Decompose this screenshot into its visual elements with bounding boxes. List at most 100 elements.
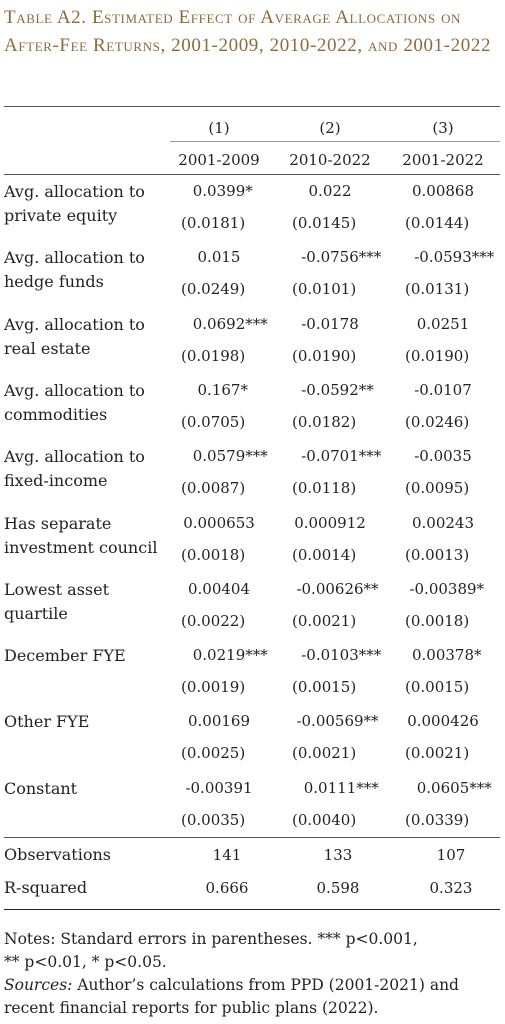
column-number: (1) xyxy=(208,119,230,137)
standard-error: (0.0198) xyxy=(181,346,246,365)
standard-error: (0.0018) xyxy=(405,611,470,630)
standard-error: (0.0025) xyxy=(181,744,246,763)
coefficient-value: 0.00169 xyxy=(187,712,251,731)
coefficient: 0.0399* xyxy=(193,180,253,202)
standard-error: (0.0246) xyxy=(405,412,470,431)
significance-stars: ** xyxy=(358,380,374,399)
row-label-line-2: hedge funds xyxy=(4,272,104,292)
standard-error: (0.0095) xyxy=(405,479,470,498)
significance-stars: * xyxy=(240,380,248,399)
standard-error: (0.0087) xyxy=(181,479,246,498)
coefficient: 0.0605*** xyxy=(417,777,492,799)
coefficient-value: -0.00389 xyxy=(409,579,477,598)
coefficient: 0.00868 xyxy=(412,180,474,202)
standard-error: (0.0101) xyxy=(292,280,357,299)
coefficient-value: 0.00404 xyxy=(187,579,251,598)
stat-value: 141 xyxy=(212,846,242,864)
coefficient-value: -0.0592 xyxy=(301,380,359,399)
coefficient: -0.0756*** xyxy=(301,246,381,268)
standard-error: (0.0021) xyxy=(292,744,357,763)
column-period: 2001-2022 xyxy=(402,151,484,169)
row-label-line-2: quartile xyxy=(4,603,68,623)
row-label: December FYE xyxy=(4,646,126,666)
coefficient-value: -0.0756 xyxy=(301,248,359,267)
standard-error: (0.0131) xyxy=(405,280,470,299)
coefficient-value: -0.0178 xyxy=(301,314,359,333)
significance-stars: ** xyxy=(363,579,379,598)
coefficient-value: 0.0605 xyxy=(416,778,470,797)
standard-error: (0.0035) xyxy=(181,810,246,829)
coefficient: 0.000653 xyxy=(183,512,255,534)
coefficient-value: 0.00868 xyxy=(411,182,475,200)
standard-error: (0.0118) xyxy=(292,479,357,498)
significance-stars: *** xyxy=(245,314,268,333)
coefficient: 0.00404 xyxy=(188,578,250,600)
coefficient: -0.0035 xyxy=(414,445,472,467)
coefficient-value: 0.000426 xyxy=(407,712,479,731)
significance-stars: * xyxy=(474,646,482,665)
significance-stars: *** xyxy=(358,646,382,665)
table-notes: Notes: Standard errors in parentheses. *… xyxy=(4,928,500,1020)
sources-text: Author’s calculations from PPD (2001-202… xyxy=(4,976,459,1017)
coefficient: 0.00378* xyxy=(412,644,482,666)
significance-stars: *** xyxy=(358,248,382,267)
stat-label: Observations xyxy=(4,845,111,864)
significance-stars: *** xyxy=(356,778,379,797)
coefficient-value: 0.022 xyxy=(308,182,352,200)
coefficient-value: -0.0593 xyxy=(414,248,472,267)
coefficient-value: 0.0692 xyxy=(192,314,246,333)
coefficient: -0.00626** xyxy=(296,578,378,600)
coefficient: 0.0219*** xyxy=(193,644,268,666)
standard-error: (0.0144) xyxy=(405,214,470,232)
coefficient: 0.022 xyxy=(309,180,352,202)
coefficient: -0.0103*** xyxy=(301,644,381,666)
column-period: 2001-2009 xyxy=(178,151,260,169)
stat-value: 0.323 xyxy=(429,879,473,897)
header-subrule xyxy=(170,141,500,142)
significance-stars: * xyxy=(476,579,485,598)
standard-error: (0.0181) xyxy=(181,214,246,232)
standard-error: (0.0021) xyxy=(292,611,357,630)
row-label: Has separate xyxy=(4,513,112,533)
coefficient-value: -0.0107 xyxy=(414,380,472,399)
sources-label: Sources: xyxy=(4,976,73,994)
coefficient: 0.000426 xyxy=(407,710,479,732)
coefficient: 0.0111*** xyxy=(304,777,379,799)
coefficient: 0.0251 xyxy=(417,313,470,335)
coefficient: 0.167* xyxy=(198,379,248,401)
row-label-line-2: commodities xyxy=(4,404,108,424)
coefficient: -0.0107 xyxy=(414,379,472,401)
standard-error: (0.0013) xyxy=(405,545,470,564)
standard-error: (0.0190) xyxy=(405,346,470,365)
standard-error: (0.0015) xyxy=(292,678,357,697)
stat-label: R-squared xyxy=(4,878,88,897)
notes-line-1: Notes: Standard errors in parentheses. *… xyxy=(4,930,418,948)
row-label: Other FYE xyxy=(4,712,90,732)
significance-stars: ** xyxy=(363,712,379,731)
significance-stars: *** xyxy=(358,447,382,466)
coefficient: 0.0579*** xyxy=(193,445,268,467)
column-period: 2010-2022 xyxy=(289,151,371,169)
coefficient: 0.000912 xyxy=(294,512,366,534)
sources-note: Sources: Author’s calculations from PPD … xyxy=(4,974,500,1020)
significance-stars: *** xyxy=(245,646,268,665)
coefficient-value: -0.00569 xyxy=(296,712,364,731)
stat-value: 0.666 xyxy=(205,879,249,897)
coefficient-value: 0.000912 xyxy=(294,513,366,532)
coefficient: -0.00391 xyxy=(185,777,252,799)
standard-error: (0.0182) xyxy=(292,412,357,431)
standard-error: (0.0249) xyxy=(181,280,246,299)
row-label: Avg. allocation to xyxy=(4,182,145,201)
coefficient: 0.0692*** xyxy=(193,313,268,335)
significance-stars: * xyxy=(245,182,253,200)
row-label-line-2: real estate xyxy=(4,338,91,358)
standard-error: (0.0190) xyxy=(292,346,357,365)
standard-error: (0.0022) xyxy=(181,611,246,630)
standard-error: (0.0019) xyxy=(181,678,246,697)
stat-value: 133 xyxy=(323,846,353,864)
standard-error: (0.0339) xyxy=(405,810,470,829)
coefficient-value: -0.00391 xyxy=(185,778,253,797)
stat-value: 107 xyxy=(436,846,466,864)
coefficient-value: 0.000653 xyxy=(183,513,255,532)
row-label-line-2: private equity xyxy=(4,206,118,225)
